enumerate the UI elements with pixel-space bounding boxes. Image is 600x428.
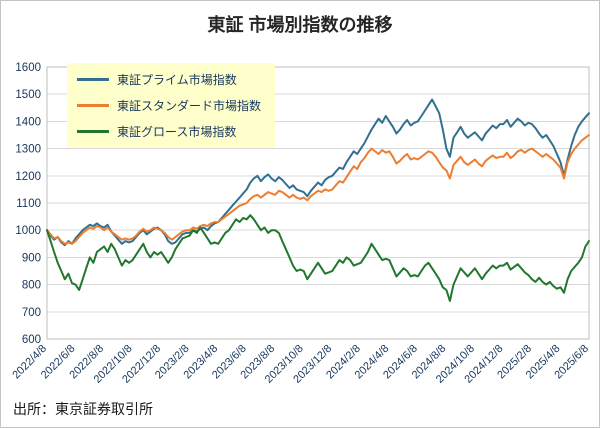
legend-item-standard: 東証スタンダード市場指数 <box>77 97 261 114</box>
chart-legend: 東証プライム市場指数 東証スタンダード市場指数 東証グロース市場指数 <box>67 63 276 148</box>
source-note: 出所：東京証券取引所 <box>13 401 153 417</box>
y-axis-label: 1500 <box>15 89 41 101</box>
y-axis-label: 1400 <box>15 116 41 128</box>
y-axis-label: 1300 <box>15 144 41 156</box>
y-axis-label: 1100 <box>16 198 41 210</box>
chart-title: 東証 市場別指数の推移 <box>207 15 393 35</box>
growth-line-swatch-icon <box>77 130 109 133</box>
y-axis-label: 800 <box>22 280 41 292</box>
y-axis-label: 600 <box>22 334 41 346</box>
y-axis-label: 1600 <box>15 62 41 74</box>
y-axis-label: 900 <box>22 252 41 264</box>
legend-label-growth: 東証グロース市場指数 <box>117 125 237 139</box>
standard-line-swatch-icon <box>77 104 109 107</box>
legend-label-standard: 東証スタンダード市場指数 <box>117 99 262 113</box>
series-line-1 <box>46 134 590 245</box>
legend-item-growth: 東証グロース市場指数 <box>77 123 261 140</box>
y-axis-label: 1000 <box>15 225 41 237</box>
y-axis-label: 700 <box>22 307 41 319</box>
legend-label-prime: 東証プライム市場指数 <box>117 73 237 87</box>
series-line-2 <box>46 214 590 302</box>
legend-item-prime: 東証プライム市場指数 <box>77 71 261 88</box>
prime-line-swatch-icon <box>77 78 109 81</box>
plot-area-border <box>46 66 590 340</box>
y-axis-label: 1200 <box>15 171 41 183</box>
